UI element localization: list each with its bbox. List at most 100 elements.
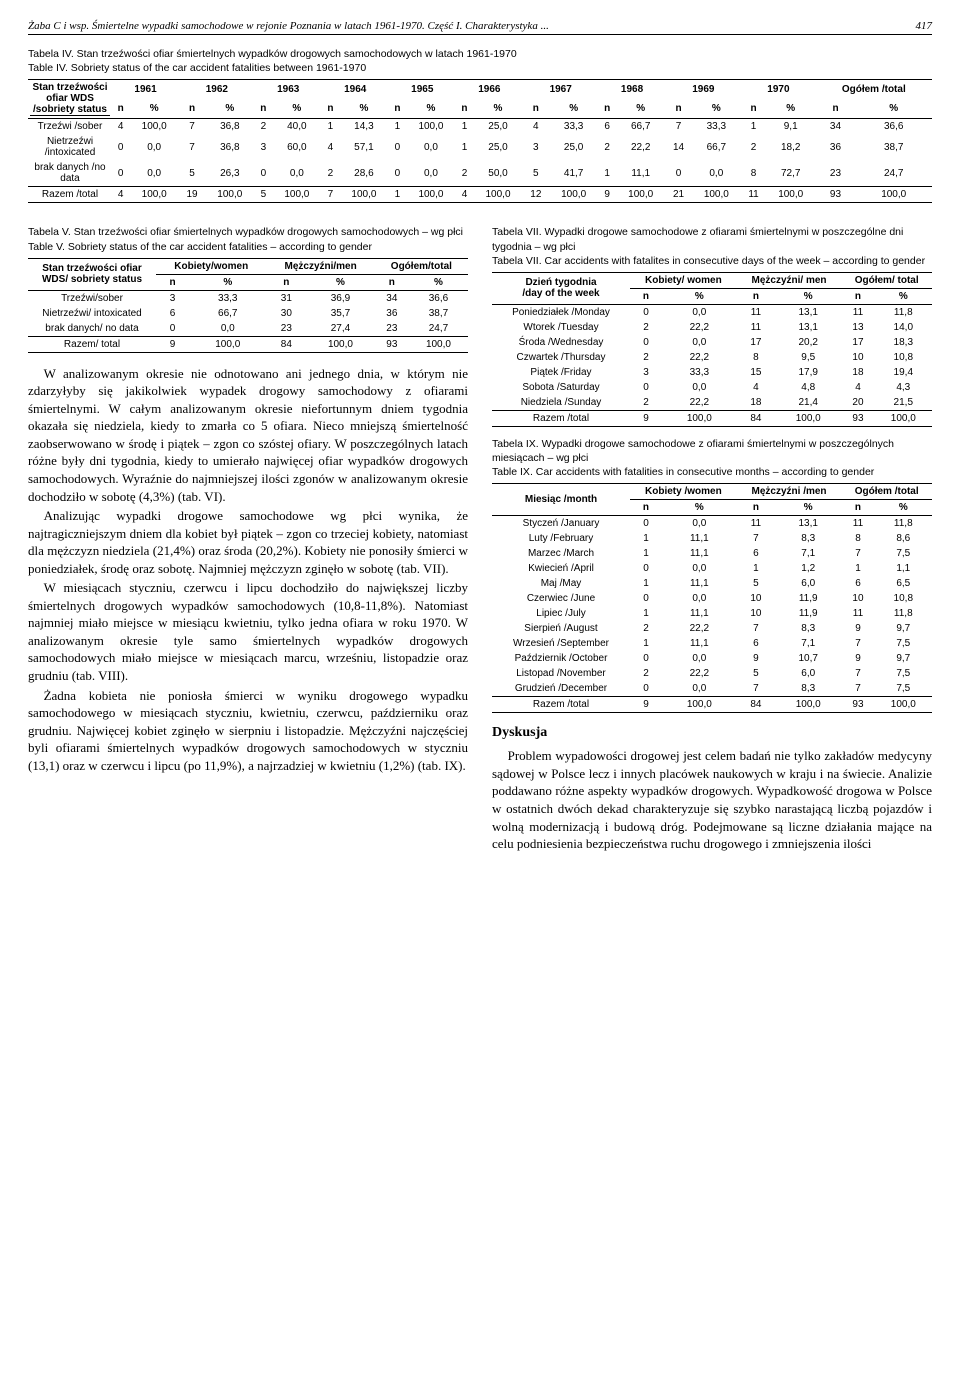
cell: 5 [737, 576, 775, 591]
cell: 72,7 [766, 160, 816, 187]
cell: 2 [630, 666, 662, 681]
cell: 30 [266, 306, 306, 321]
row-label: Styczeń /January [492, 516, 630, 532]
cell: 22,2 [662, 621, 737, 636]
para5: Problem wypadowości drogowej jest celem … [492, 747, 932, 852]
para4: Żadna kobieta nie poniosła śmierci w wyn… [28, 687, 468, 775]
cell: 7 [737, 621, 775, 636]
cell: 28,6 [339, 160, 389, 187]
cell: 8 [841, 531, 874, 546]
cell: 11,9 [775, 606, 841, 621]
cell: 34 [816, 119, 856, 135]
cell: 19 [179, 187, 205, 203]
sub-pct: % [306, 274, 375, 290]
cell: 23 [816, 160, 856, 187]
cell: 11,8 [875, 516, 932, 532]
cell: 6 [156, 306, 189, 321]
cell: 22,2 [662, 666, 737, 681]
table-row: Środa /Wednesday00,01720,21718,3 [492, 335, 932, 350]
sub-pct: % [616, 99, 666, 119]
cell: 1 [630, 546, 662, 561]
t7-g0: Kobiety/ women [630, 272, 737, 288]
row-label: Razem /total [492, 410, 630, 426]
cell: 100,0 [272, 187, 322, 203]
row-label: Czwartek /Thursday [492, 350, 630, 365]
cell: 100,0 [189, 336, 266, 352]
sub-n: n [816, 99, 856, 119]
cell: 7,1 [775, 546, 841, 561]
cell: 11,1 [616, 160, 666, 187]
cell: 10 [737, 591, 775, 606]
row-label: Marzec /March [492, 546, 630, 561]
cell: 0,0 [129, 134, 179, 160]
cell: 18 [737, 395, 775, 411]
cell: 1 [322, 119, 339, 135]
cell: 6 [599, 119, 616, 135]
cell: 0 [112, 134, 129, 160]
cell: 3 [523, 134, 549, 160]
table-row: Nietrzeźwi/ intoxicated666,73035,73638,7 [28, 306, 468, 321]
cell: 7 [179, 119, 205, 135]
cell: 11 [841, 304, 874, 320]
table7: Dzień tygodnia /day of the week Kobiety/… [492, 272, 932, 427]
sub-pct: % [855, 99, 932, 119]
t7-body: Poniedziałek /Monday00,01113,11111,8Wtor… [492, 304, 932, 426]
cell: 21,4 [775, 395, 841, 411]
sub-n: n [389, 99, 406, 119]
cell: 26,3 [205, 160, 255, 187]
cell: 17,9 [775, 365, 841, 380]
row-label: Maj /May [492, 576, 630, 591]
table7-caption: Tabela VII. Wypadki drogowe samochodowe … [492, 225, 932, 268]
cell: 9,5 [775, 350, 841, 365]
cell: 11 [841, 516, 874, 532]
cell: 21 [666, 187, 692, 203]
cell: 10,7 [775, 651, 841, 666]
cell: 8,6 [875, 531, 932, 546]
row-label: Poniedziałek /Monday [492, 304, 630, 320]
cell: 11 [737, 320, 775, 335]
cell: 6 [737, 546, 775, 561]
cell: 9 [599, 187, 616, 203]
sub-pct: % [766, 99, 816, 119]
cell: 11,1 [662, 576, 737, 591]
cell: 22,2 [662, 320, 737, 335]
cell: 2 [255, 119, 272, 135]
row-label: Piątek /Friday [492, 365, 630, 380]
table-row: Razem /total9100,084100,093100,0 [492, 697, 932, 713]
cell: 1,1 [875, 561, 932, 576]
cell: 40,0 [272, 119, 322, 135]
cell: 23 [375, 321, 409, 337]
row-label: Niedziela /Sunday [492, 395, 630, 411]
t4-y6: 1967 [523, 80, 599, 100]
sub-n: n [630, 500, 662, 516]
sub-pct: % [775, 288, 841, 304]
cell: 0,0 [662, 516, 737, 532]
cell: 100,0 [766, 187, 816, 203]
cell: 0 [156, 321, 189, 337]
cell: 5 [737, 666, 775, 681]
row-label: Razem /total [28, 187, 112, 203]
para2: Analizując wypadki drogowe samochodowe w… [28, 507, 468, 577]
sub-pct: % [662, 500, 737, 516]
cell: 0,0 [189, 321, 266, 337]
row-label: Wrzesień /September [492, 636, 630, 651]
cell: 6 [737, 636, 775, 651]
cell: 9 [630, 410, 662, 426]
cell: 4 [112, 119, 129, 135]
cell: 6,0 [775, 576, 841, 591]
cell: 100,0 [406, 187, 456, 203]
cell: 4 [112, 187, 129, 203]
cell: 2 [630, 350, 662, 365]
cell: 93 [841, 410, 874, 426]
t4-y0: 1961 [112, 80, 179, 100]
cell: 7,5 [875, 666, 932, 681]
cell: 4 [523, 119, 549, 135]
cell: 7 [841, 681, 874, 697]
cell: 11,8 [875, 606, 932, 621]
cell: 0,0 [662, 335, 737, 350]
cell: 1 [389, 187, 406, 203]
t4-body: Trzeźwi /sober4100,0736,8240,0114,31100,… [28, 119, 932, 203]
cell: 18 [841, 365, 874, 380]
t5-g1: Mężczyźni/men [266, 258, 374, 274]
cell: 84 [266, 336, 306, 352]
